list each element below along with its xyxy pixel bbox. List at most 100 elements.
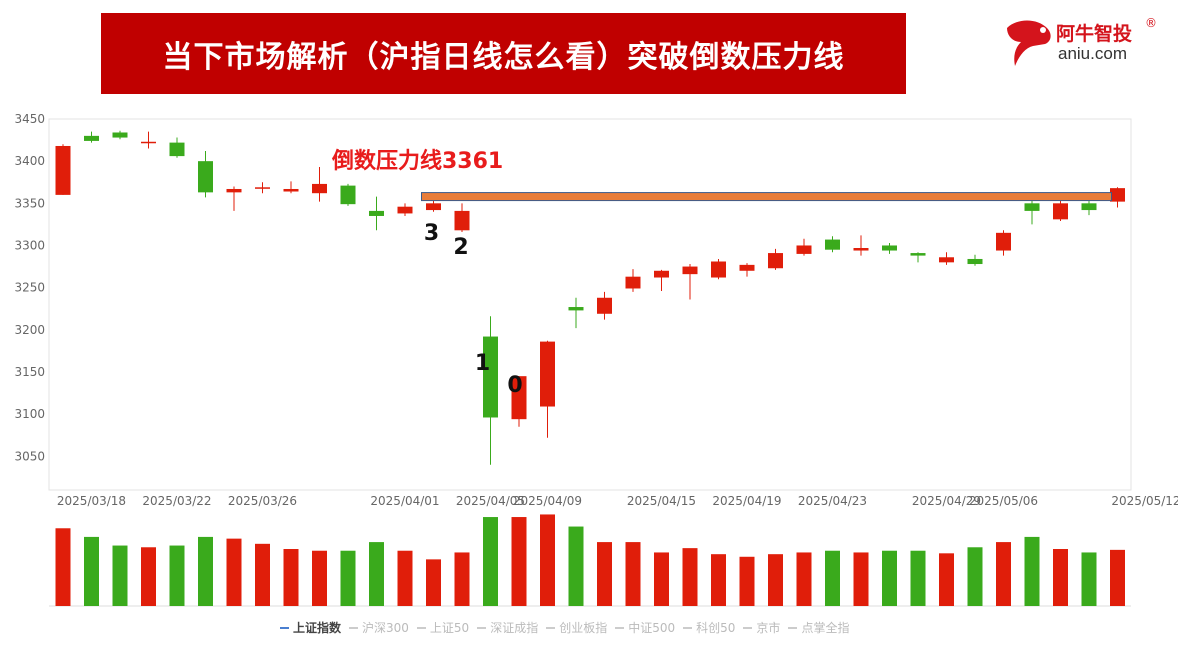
x-tick-label: 2025/03/22 [142, 494, 211, 508]
y-tick-label: 3300 [14, 238, 45, 252]
resistance-line-label: 倒数压力线3361 [331, 148, 503, 174]
candle-body [853, 248, 869, 251]
volume-bar [141, 547, 156, 606]
index-tab[interactable]: 科创50 [683, 619, 735, 636]
candle-body [255, 187, 270, 189]
tab-dash-icon [788, 626, 798, 629]
volume-bar [283, 549, 299, 606]
tab-label: 京市 [756, 621, 781, 635]
index-tab[interactable]: 深证成指 [477, 619, 538, 636]
candle-body [397, 206, 413, 214]
candle [996, 230, 1011, 256]
volume-bar [625, 542, 641, 606]
price-panel-border [48, 118, 1132, 491]
tab-label: 科创50 [696, 621, 736, 635]
tab-label: 点掌全指 [801, 621, 850, 635]
volume-bar [397, 550, 413, 606]
volume-bar [511, 517, 527, 606]
volume-bar [853, 552, 869, 606]
candle [910, 252, 926, 263]
volume-bar [682, 548, 698, 606]
volume-bar [226, 538, 242, 606]
x-tick-label: 2025/04/23 [798, 494, 867, 508]
candle [84, 131, 99, 143]
countdown-label: 2 [453, 235, 468, 260]
candle-body [967, 258, 983, 265]
candle-body [654, 270, 669, 278]
volume-bar [568, 526, 584, 606]
candle [397, 203, 413, 216]
candle-body [169, 142, 185, 157]
candle [682, 264, 698, 300]
volume-bar [996, 542, 1011, 606]
candle [967, 254, 983, 266]
candle-body [768, 253, 783, 269]
candle-body [796, 245, 812, 254]
candle-body [483, 336, 498, 418]
candle-body [1110, 188, 1125, 202]
candle [141, 131, 156, 149]
y-tick-label: 3050 [14, 449, 45, 463]
x-tick-label: 2025/05/06 [969, 494, 1038, 508]
candle [283, 181, 299, 194]
volume-bar [711, 554, 726, 606]
candle-body [426, 203, 441, 211]
volume-bar [55, 528, 71, 606]
candle-body [910, 253, 926, 256]
candle-body [568, 307, 584, 311]
tab-label: 创业板指 [559, 621, 608, 635]
volume-bar [967, 547, 983, 606]
x-tick-label: 2025/04/29 [912, 494, 981, 508]
y-tick-label: 3100 [14, 407, 45, 421]
candle-body [454, 210, 470, 231]
candle-body [939, 257, 954, 263]
countdown-label: 3 [424, 221, 439, 246]
tab-dash-icon [416, 626, 426, 629]
candle [198, 151, 213, 198]
y-tick-label: 3250 [14, 281, 45, 295]
candle-body [597, 297, 612, 314]
y-tick-label: 3200 [14, 323, 45, 337]
x-tick-label: 2025/04/19 [712, 494, 781, 508]
candle [112, 130, 128, 140]
candle [454, 203, 470, 232]
volume-bar [1110, 549, 1125, 606]
volume-bar [825, 550, 840, 606]
index-tab[interactable]: 点掌全指 [788, 619, 849, 636]
candle-body [198, 161, 213, 193]
countdown-label: 0 [507, 373, 522, 398]
y-tick-label: 3150 [14, 365, 45, 379]
volume-bar [939, 553, 954, 606]
candle [483, 316, 498, 465]
index-tab[interactable]: 创业板指 [546, 619, 607, 636]
tab-label: 上证指数 [293, 621, 342, 635]
candle-body [825, 239, 840, 250]
volume-bar [169, 545, 185, 606]
index-tab-bar: 上证指数 沪深300 上证50 深证成指 创业板指 中证500 科创50 京市 点掌全指 [280, 619, 857, 636]
volume-bar [112, 545, 128, 606]
candle-body [112, 132, 128, 138]
banner-title: 当下市场解析（沪指日线怎么看）突破倒数压力线 [162, 39, 845, 75]
candle [768, 248, 783, 270]
candle [511, 376, 527, 427]
tab-label: 中证500 [628, 621, 676, 635]
countdown-label: 1 [475, 351, 490, 376]
candle-body [369, 210, 384, 216]
candle [1110, 187, 1125, 208]
volume-bar [454, 552, 470, 606]
candle-body [511, 376, 527, 420]
index-tab[interactable]: 上证指数 [280, 619, 341, 636]
volume-bar [540, 514, 555, 606]
title-banner: 当下市场解析（沪指日线怎么看）突破倒数压力线 [101, 13, 906, 94]
candle [226, 186, 242, 211]
index-tab[interactable]: 沪深300 [349, 619, 409, 636]
candle [340, 183, 356, 206]
index-tab[interactable]: 京市 [743, 619, 780, 636]
index-tab[interactable]: 中证500 [615, 619, 675, 636]
tab-dash-icon [349, 626, 359, 629]
index-tab[interactable]: 上证50 [416, 619, 469, 636]
volume-bar [597, 542, 612, 606]
candle-body [1024, 203, 1040, 211]
candle-body [996, 232, 1011, 251]
